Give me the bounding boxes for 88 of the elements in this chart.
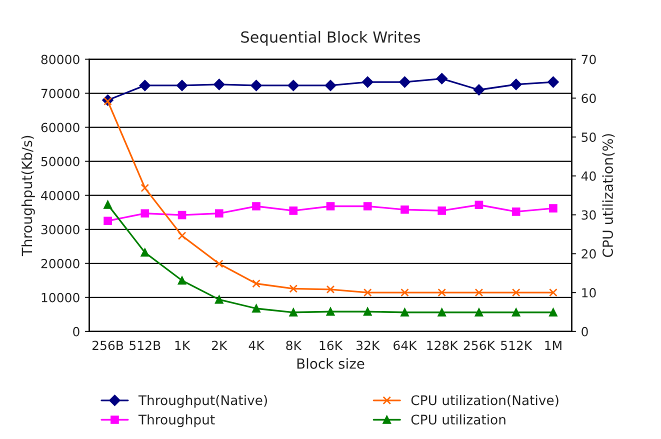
legend-label: CPU utilization(Native) [411, 394, 558, 407]
point [214, 78, 225, 90]
point [326, 202, 335, 210]
x-tick-label: 32K [356, 340, 380, 350]
legend-label: CPU utilization [411, 414, 506, 425]
y2-tick-label: 40 [581, 171, 596, 181]
point [252, 304, 260, 313]
x-axis-title: Block size [297, 358, 364, 369]
legend-label: Throughput [138, 414, 215, 428]
y-tick-label: 10000 [42, 292, 80, 302]
point [362, 76, 374, 88]
point [438, 288, 446, 297]
point [549, 288, 558, 297]
y2-tick-label: 30 [582, 210, 596, 220]
point [178, 210, 186, 220]
point [214, 260, 224, 268]
x-tick-label: 4K [248, 340, 265, 350]
point [473, 84, 485, 96]
point [438, 206, 446, 215]
x-tick-label: 256B [92, 340, 124, 350]
point [474, 200, 484, 210]
y-tick-label: 20000 [41, 258, 80, 268]
point [252, 202, 260, 210]
point [363, 307, 372, 316]
point [400, 308, 409, 317]
y-tick-label: 30000 [41, 224, 80, 234]
point [214, 295, 224, 304]
point [548, 76, 559, 88]
y2-tick-label: 60 [582, 94, 596, 104]
point [289, 284, 298, 293]
point [214, 209, 224, 218]
point [512, 288, 520, 297]
point [399, 76, 410, 88]
y2-tick-label: 0 [582, 326, 588, 336]
point [289, 206, 298, 215]
x-tick-label: 2K [212, 340, 228, 350]
x-tick-label: 1M [545, 340, 562, 350]
point [178, 276, 186, 285]
point [176, 80, 188, 92]
point [400, 288, 409, 297]
y2-tick-label: 20 [582, 249, 596, 259]
point [104, 216, 112, 226]
point [140, 248, 150, 257]
point [474, 288, 484, 297]
y2-tick-label: 10 [582, 288, 596, 298]
point [400, 205, 409, 214]
point [140, 184, 150, 192]
point [512, 208, 520, 216]
y-tick-label: 0 [73, 326, 80, 336]
y2-tick-label: 50 [582, 132, 596, 142]
y-tick-label: 60000 [41, 122, 80, 132]
point [363, 202, 372, 210]
point [512, 308, 520, 317]
point [436, 73, 448, 84]
chart-title: Sequential Block Writes [241, 30, 420, 46]
point [326, 307, 335, 316]
y-axis-title: Throughput(Kb/s) [21, 136, 35, 256]
x-tick-label: 128K [427, 340, 458, 350]
point [139, 80, 151, 92]
point [104, 200, 112, 209]
point [363, 288, 372, 297]
point [549, 204, 558, 212]
legend-label: Throughput(Native) [138, 394, 267, 408]
point [252, 279, 260, 288]
point [474, 308, 484, 317]
point [250, 80, 262, 92]
y-tick-label: 80000 [41, 54, 80, 64]
x-tick-label: 1K [175, 340, 190, 350]
point [289, 308, 298, 317]
y2-tick-label: 70 [582, 54, 596, 64]
y-tick-label: 50000 [41, 156, 80, 166]
y-tick-label: 40000 [41, 190, 80, 200]
y-tick-label: 70000 [41, 88, 80, 98]
point [438, 308, 446, 317]
x-tick-label: 64K [394, 340, 418, 350]
x-tick-label: 8K [286, 340, 302, 350]
point [510, 78, 522, 90]
x-tick-label: 16K [320, 340, 343, 350]
x-tick-label: 256K [464, 340, 496, 350]
point [288, 80, 299, 92]
point [326, 285, 335, 294]
x-tick-label: 512K [501, 340, 532, 350]
y2-axis-title: CPU utilization(%) [602, 134, 615, 258]
point [549, 308, 558, 317]
x-tick-label: 512B [130, 340, 160, 350]
point [140, 209, 150, 218]
point [178, 232, 186, 240]
point [324, 80, 336, 92]
